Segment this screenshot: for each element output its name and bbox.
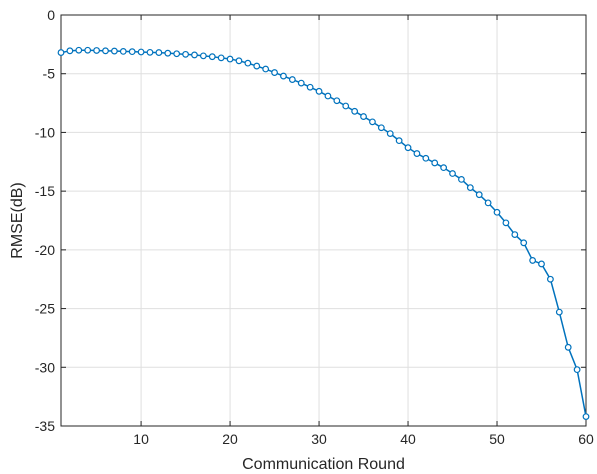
data-point [253,62,261,70]
data-point [164,49,172,57]
y-tick-label: -20 [35,242,55,258]
data-point [502,219,510,227]
y-tick-label: -25 [35,301,55,317]
axis-ticks: 10 20 30 40 50 60 0 -5 -10 -15 -20 -25 -30 -35 [35,7,594,447]
data-point [128,48,136,56]
data-point [360,113,367,120]
data-point [226,55,234,63]
data-point [262,65,270,73]
data-point [235,57,243,65]
data-point [297,79,305,87]
x-axis-label: Communication Round [242,456,405,473]
data-point [511,231,519,238]
data-point [493,208,501,216]
y-tick-label: -35 [35,418,55,434]
data-point [199,52,207,60]
data-point [244,59,252,67]
data-point [182,50,189,58]
data-point [564,343,572,351]
data-point [75,46,83,54]
data-point [155,49,163,56]
x-tick-label: 30 [311,431,327,447]
plot-frame [60,14,587,427]
data-point [547,275,554,283]
y-axis-label: RMSE(dB) [9,182,26,258]
data-point [57,49,65,56]
data-point [555,308,563,316]
data-point [280,72,287,80]
data-point [538,260,545,268]
data-point [66,47,74,55]
data-point [404,144,412,152]
data-point [306,83,314,91]
y-tick-label: 0 [47,7,55,23]
x-tick-label: 60 [578,431,594,447]
y-tick-label: -5 [43,66,56,82]
data-point [422,154,430,162]
data-series [57,46,590,421]
data-point [573,366,581,374]
data-point [484,199,492,207]
series-line [60,49,587,417]
x-tick-label: 40 [400,431,416,447]
data-point [191,51,198,59]
data-point [146,48,154,56]
data-point [351,107,359,115]
data-point [119,48,127,55]
x-tick-label: 20 [222,431,238,447]
x-tick-label: 50 [489,431,505,447]
data-point [475,191,483,199]
data-point [333,97,341,105]
data-point [440,164,448,172]
data-point [466,184,474,192]
data-point [377,124,385,132]
data-point [386,130,394,138]
data-point [413,150,421,157]
data-point [342,102,350,110]
y-tick-label: -10 [35,124,55,140]
data-point [93,47,100,54]
data-point [529,257,537,264]
data-point [449,170,456,177]
x-tick-label: 10 [133,431,149,447]
y-tick-label: -30 [35,359,55,375]
data-point [110,47,118,55]
data-point [137,48,145,56]
data-point [102,47,109,55]
data-point [431,159,439,167]
data-point [324,92,332,100]
data-point [458,175,465,183]
data-point [271,69,278,76]
data-point [208,53,216,61]
data-point [520,239,528,247]
data-point [173,50,181,58]
data-point [582,413,590,421]
y-tick-label: -15 [35,183,55,199]
data-point [217,54,225,62]
data-point [84,46,92,54]
data-point [395,137,403,145]
data-point [369,118,376,126]
data-point [288,76,296,83]
data-point [315,87,323,95]
